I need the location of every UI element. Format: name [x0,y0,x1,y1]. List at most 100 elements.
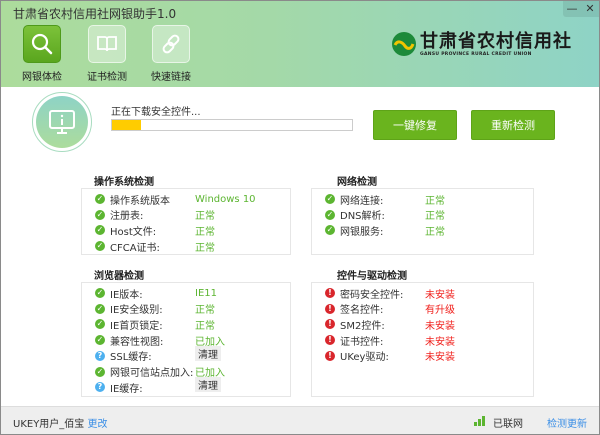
check-circle-icon: ✓ [95,366,105,377]
check-row: ! UKey驱动: 未安装 [325,349,515,363]
controls-section-title: 控件与驱动检测 [337,271,407,282]
check-row: ✓ IE版本: IE11 [95,286,285,301]
check-circle-icon: ✓ [95,194,105,204]
browser-section-title: 浏览器检测 [94,271,144,282]
nav-label: 证书检测 [87,72,127,83]
check-label: 操作系统版本 [110,195,170,207]
check-label: 签名控件: [340,305,384,317]
os-section-title: 操作系统检测 [94,177,154,188]
book-icon [88,25,126,63]
check-circle-icon: ✓ [95,225,105,236]
check-row: ✓ 兼容性视图: 已加入 [95,333,285,348]
check-circle-icon: ✓ [95,335,105,346]
check-value: 未安装 [425,320,455,332]
check-circle-icon: ✓ [325,194,335,204]
network-section-title: 网络检测 [337,177,377,188]
clean-button[interactable]: 清理 [195,377,221,393]
nav-netbank-check[interactable]: 网银体检 [22,25,62,83]
check-value: 正常 [195,242,215,254]
check-row: ✓ DNS解析: 正常 [325,208,515,222]
progress-fill [112,120,141,130]
minimize-button[interactable]: — [566,2,578,15]
error-circle-icon: ! [325,350,335,361]
check-value: 正常 [195,320,215,332]
check-circle-icon: ✓ [325,209,335,220]
network-section: ✓ 网络连接: 正常 ✓ DNS解析: 正常 ✓ 网银服务: 正常 [311,188,534,255]
os-section: ✓ 操作系统版本 Windows 10 ✓ 注册表: 正常 ✓ Host文件: 正常 ✓ CFCA证… [81,188,291,255]
check-value: 正常 [425,195,445,207]
status-bar: UKEY用户_佰宝 更改 已联网 检测更新 [1,406,599,434]
logo-emblem-icon [392,32,416,56]
check-circle-icon: ✓ [95,241,105,252]
recheck-button[interactable]: 重新检测 [471,110,555,140]
clean-button[interactable]: 清理 [195,345,221,361]
check-label: SM2控件: [340,320,385,332]
check-circle-icon: ✓ [95,319,105,330]
progress-bar [111,119,353,131]
check-row: ✓ IE安全级别: 正常 [95,302,285,316]
check-value: 正常 [195,305,215,317]
check-value: 未安装 [425,352,455,364]
logo: 甘肃省农村信用社 GANSU PROVINCE RURAL CREDIT UNI… [391,31,572,57]
check-circle-icon: ✓ [325,225,335,236]
nav-quick-links[interactable]: 快速链接 [151,25,191,83]
check-label: 网络连接: [340,195,384,207]
check-update-link[interactable]: 检测更新 [547,419,587,430]
check-value: 已加入 [195,368,225,379]
check-circle-icon: ✓ [95,288,105,298]
check-row: ! 密码安全控件: 未安装 [325,286,515,301]
error-circle-icon: ! [325,319,335,330]
check-value: Windows 10 [195,193,256,205]
status-emblem [32,92,92,152]
check-label: IE缓存: [110,383,143,395]
check-label: SSL缓存: [110,352,152,364]
window-controls: — ✕ [563,1,599,17]
repair-button[interactable]: 一键修复 [373,110,457,140]
nav-label: 快速链接 [151,72,191,83]
window-title: 甘肃省农村信用社网银助手1.0 [13,7,177,21]
close-button[interactable]: ✕ [585,2,595,15]
check-row: ✓ 操作系统版本 Windows 10 [95,192,285,207]
check-value: 未安装 [425,289,455,301]
error-circle-icon: ! [325,288,335,298]
logo-english: GANSU PROVINCE RURAL CREDIT UNION [420,51,532,57]
check-label: 网银服务: [340,226,384,238]
nav-label: 网银体检 [22,72,62,83]
question-circle-icon: ? [95,350,105,361]
error-circle-icon: ! [325,335,335,346]
check-value: IE11 [195,287,217,299]
change-user-link[interactable]: 更改 [87,419,108,430]
link-icon [152,25,190,63]
check-row: ✓ 网银可信站点加入: 已加入 [95,365,285,379]
check-row: ✓ Host文件: 正常 [95,223,285,238]
question-circle-icon: ? [95,382,105,393]
check-value: 正常 [195,226,215,238]
check-label: IE版本: [110,289,143,301]
check-row: ! SM2控件: 未安装 [325,317,515,332]
check-circle-icon: ✓ [95,209,105,220]
check-row: ✓ IE首页锁定: 正常 [95,317,285,332]
check-value: 正常 [425,211,445,223]
check-row: ? SSL缓存: 清理 [95,345,285,364]
magnifier-icon [23,25,61,63]
check-label: 密码安全控件: [340,289,404,301]
logo-name: 甘肃省农村信用社 [420,30,572,52]
network-status: 已联网 [493,419,523,430]
check-label: IE安全级别: [110,305,163,317]
header: 甘肃省农村信用社网银助手1.0 — ✕ 网银体检 证书检测 快速链接 [1,1,599,87]
check-label: 网银可信站点加入: [110,368,194,379]
controls-section: ! 密码安全控件: 未安装! 签名控件: 有升级! SM2控件: 未安装! 证书控件: 未安装!… [311,282,534,397]
check-row: ✓ CFCA证书: 正常 [95,239,285,254]
progress-text: 正在下载安全控件... [111,107,201,118]
check-label: Host文件: [110,226,157,238]
error-circle-icon: ! [325,303,335,314]
check-row: ! 证书控件: 未安装 [325,333,515,348]
nav-cert-check[interactable]: 证书检测 [87,25,127,83]
check-row: ! 签名控件: 有升级 [325,302,515,316]
ukey-user: UKEY用户_佰宝 [13,419,85,430]
check-row: ✓ 网银服务: 正常 [325,223,515,238]
browser-section: ✓ IE版本: IE11 ✓ IE安全级别: 正常 ✓ IE首页锁定: 正常 ✓ 兼容性视图: 已加入… [81,282,291,397]
check-circle-icon: ✓ [95,303,105,314]
check-value: 已加入 [195,336,225,348]
